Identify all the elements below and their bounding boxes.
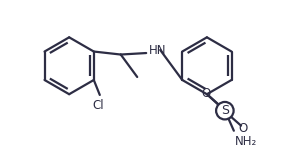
Text: S: S (221, 104, 229, 117)
Text: NH₂: NH₂ (235, 135, 258, 148)
Text: HN: HN (149, 44, 167, 57)
Text: Cl: Cl (92, 99, 104, 112)
Text: O: O (202, 87, 211, 100)
Text: O: O (239, 121, 248, 134)
